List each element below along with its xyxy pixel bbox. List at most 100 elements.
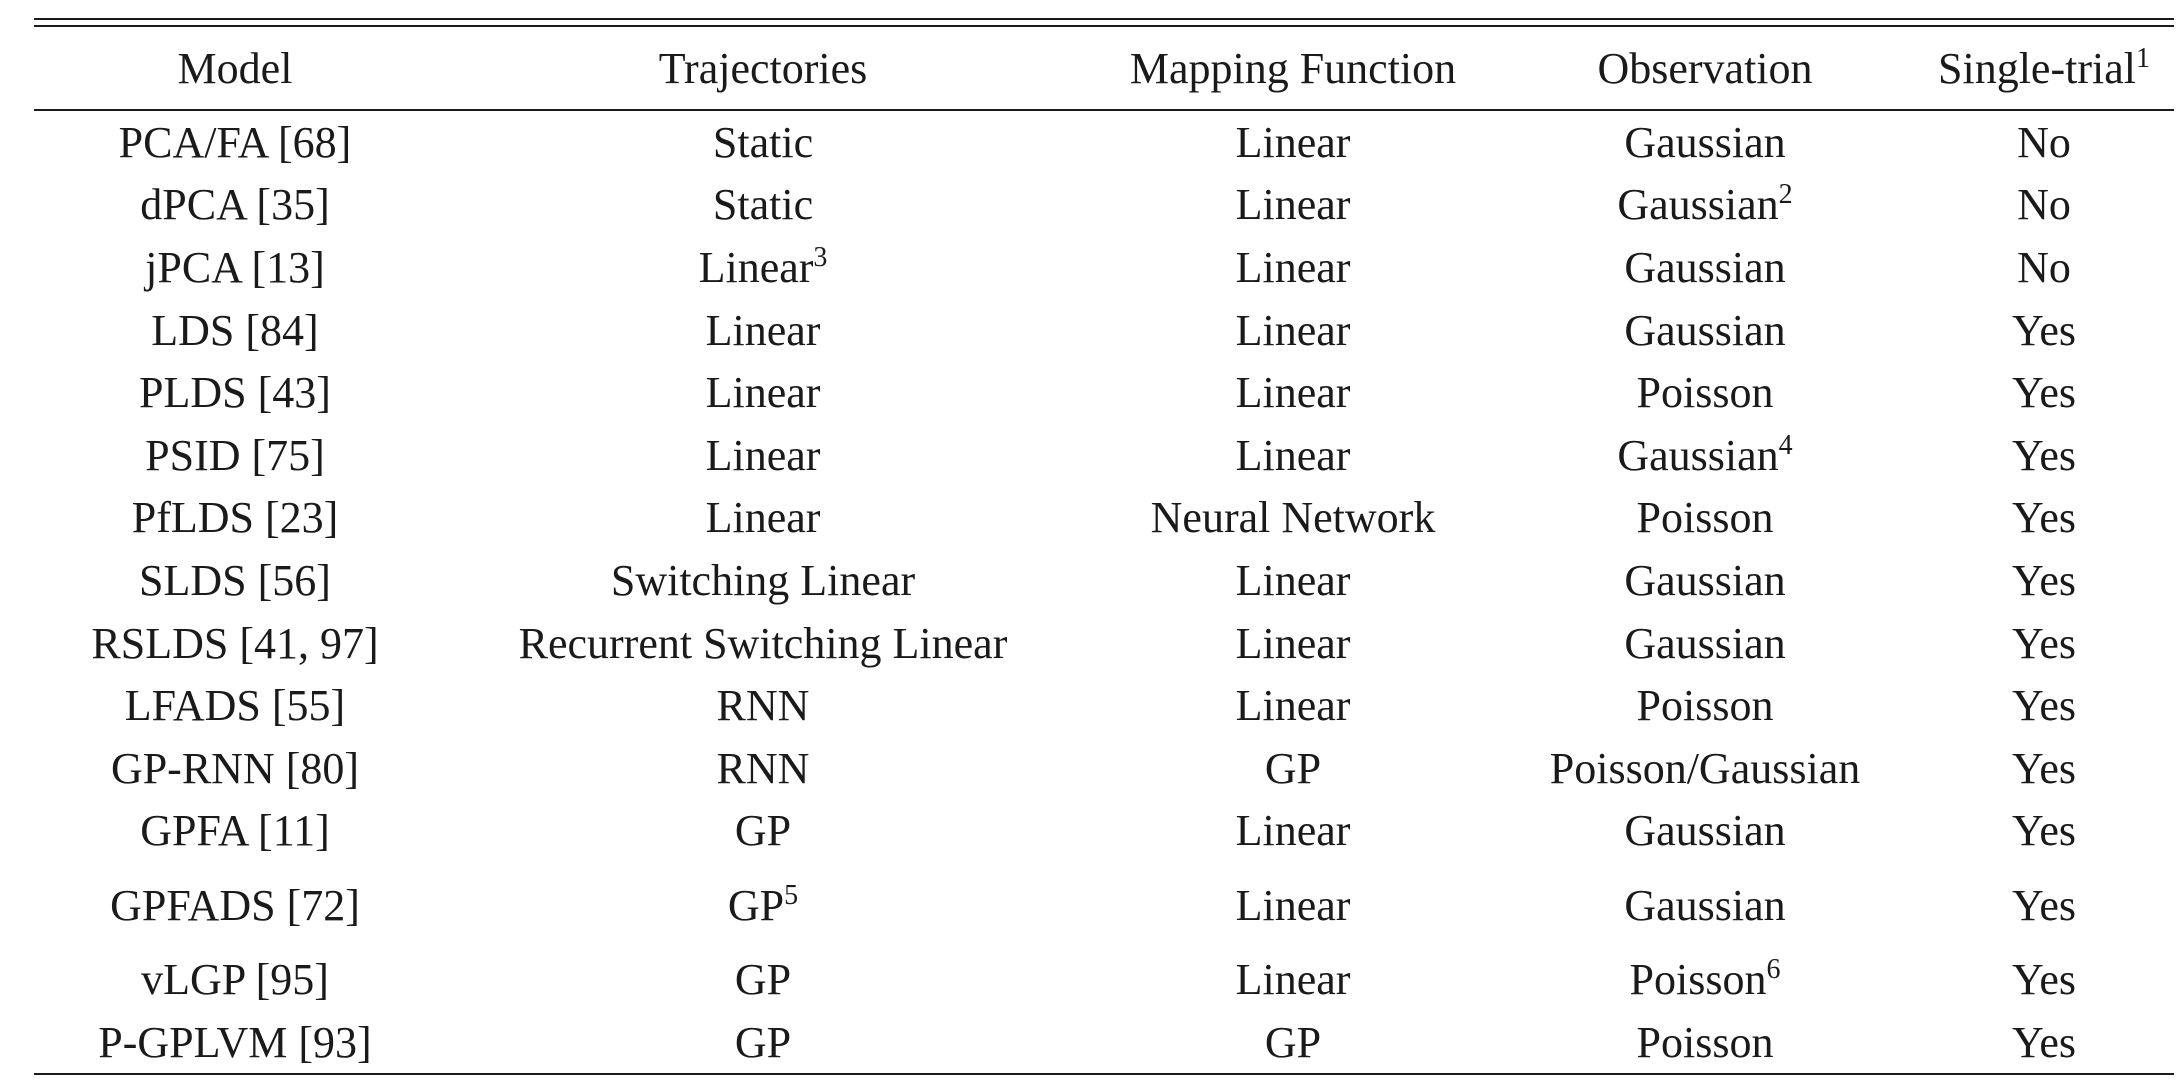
cell-single-trial-text: Yes [2011,806,2077,856]
cell-trajectories-text: Static [712,180,814,230]
cell-observation: Gaussian [1496,612,1914,675]
cell-mapping-function: Linear [1090,549,1496,612]
cell-observation: Poisson [1496,487,1914,550]
table-row: dPCA [35] Static Linear Gaussian2 No [34,174,2174,237]
cell-observation-text: Gaussian [1624,618,1786,668]
cell-trajectories: GP5 [436,862,1090,948]
cell-single-trial-text: Yes [2011,681,2077,731]
cell-model-text: dPCA [35] [140,180,330,230]
cell-single-trial: Yes [1914,549,2174,612]
table-row: GPFA [11] GP Linear Gaussian Yes [34,800,2174,863]
cell-model: dPCA [35] [34,174,436,237]
cell-single-trial-text: Yes [2011,880,2077,930]
comparison-table-container: Model Trajectories Mapping Function Obse… [34,18,2174,1076]
cell-observation-text: Gaussian [1624,806,1786,856]
cell-trajectories-text: RNN [716,681,810,731]
cell-mapping-function: Linear [1090,236,1496,299]
cell-trajectories: Static [436,174,1090,237]
header-trajectories: Trajectories [436,25,1090,111]
cell-mapping-function-text: Linear [1235,242,1351,292]
cell-single-trial: No [1914,236,2174,299]
cell-trajectories-text: GP [734,954,792,1004]
cell-mapping-function: Linear [1090,299,1496,362]
table-row: PLDS [43] Linear Linear Poisson Yes [34,361,2174,424]
cell-trajectories: RNN [436,737,1090,800]
cell-trajectories: GP [436,1010,1090,1076]
cell-model-text: P-GPLVM [93] [98,1017,372,1067]
cell-trajectories: RNN [436,674,1090,737]
cell-observation: Gaussian2 [1496,174,1914,237]
cell-trajectories-text: GP [727,880,785,930]
cell-trajectories-text: GP [734,1017,792,1067]
cell-model: PfLDS [23] [34,487,436,550]
cell-model: P-GPLVM [93] [34,1010,436,1076]
footnote-marker: 3 [813,241,828,273]
cell-trajectories: GP [436,800,1090,863]
footnote-marker: 5 [784,879,799,911]
cell-model-text: GP-RNN [80] [110,743,360,793]
cell-mapping-function: Linear [1090,612,1496,675]
cell-mapping-function: GP [1090,1010,1496,1076]
cell-trajectories-text: Linear [698,242,814,292]
footnote-marker: 1 [2135,42,2150,74]
cell-mapping-function: Neural Network [1090,487,1496,550]
cell-mapping-function-text: Linear [1235,305,1351,355]
cell-trajectories-text: Linear [705,430,821,480]
cell-model: PCA/FA [68] [34,110,436,174]
cell-trajectories-text: Linear [705,493,821,543]
cell-observation-text: Gaussian [1624,242,1786,292]
cell-mapping-function: Linear [1090,424,1496,487]
cell-mapping-function-text: Linear [1235,180,1351,230]
cell-model-text: PSID [75] [145,430,325,480]
cell-trajectories-text: RNN [716,743,810,793]
header-row: Model Trajectories Mapping Function Obse… [34,25,2174,111]
cell-model: GP-RNN [80] [34,737,436,800]
cell-model-text: PLDS [43] [139,368,331,418]
cell-model: PSID [75] [34,424,436,487]
cell-observation: Gaussian [1496,299,1914,362]
cell-single-trial: Yes [1914,948,2174,1011]
cell-mapping-function-text: GP [1264,743,1322,793]
cell-single-trial-text: Yes [2011,555,2077,605]
cell-observation-text: Gaussian [1617,180,1779,230]
cell-observation: Gaussian [1496,236,1914,299]
cell-model-text: SLDS [56] [139,555,331,605]
table-row: vLGP [95] GP Linear Poisson6 Yes [34,948,2174,1011]
cell-observation-text: Poisson [1636,1017,1774,1067]
header-single-trial: Single-trial1 [1914,25,2174,111]
cell-observation-text: Gaussian [1624,880,1786,930]
header-model: Model [34,25,436,111]
cell-single-trial-text: No [2017,242,2071,292]
cell-observation-text: Poisson [1636,681,1774,731]
cell-trajectories-text: Recurrent Switching Linear [518,618,1008,668]
cell-observation: Poisson [1496,1010,1914,1076]
cell-model: vLGP [95] [34,948,436,1011]
cell-single-trial-text: Yes [2011,618,2077,668]
cell-single-trial: Yes [1914,800,2174,863]
cell-trajectories: Linear [436,299,1090,362]
cell-model-text: jPCA [13] [145,242,325,292]
cell-single-trial: No [1914,110,2174,174]
cell-mapping-function-text: Linear [1235,806,1351,856]
table-row: LFADS [55] RNN Linear Poisson Yes [34,674,2174,737]
cell-mapping-function: GP [1090,737,1496,800]
table-row: LDS [84] Linear Linear Gaussian Yes [34,299,2174,362]
header-observation: Observation [1496,25,1914,111]
cell-mapping-function: Linear [1090,174,1496,237]
cell-trajectories-text: Switching Linear [610,555,916,605]
cell-model-text: LDS [84] [151,305,319,355]
cell-observation: Gaussian [1496,800,1914,863]
cell-single-trial-text: No [2017,117,2071,167]
cell-trajectories: Linear [436,361,1090,424]
cell-trajectories: Linear3 [436,236,1090,299]
cell-observation: Poisson/Gaussian [1496,737,1914,800]
cell-mapping-function-text: Linear [1235,681,1351,731]
cell-model: SLDS [56] [34,549,436,612]
cell-model: RSLDS [41, 97] [34,612,436,675]
cell-single-trial-text: Yes [2011,954,2077,1004]
cell-trajectories-text: Linear [705,305,821,355]
cell-mapping-function: Linear [1090,862,1496,948]
table-row: PfLDS [23] Linear Neural Network Poisson Yes [34,487,2174,550]
top-rule [34,18,2174,25]
cell-mapping-function: Linear [1090,674,1496,737]
